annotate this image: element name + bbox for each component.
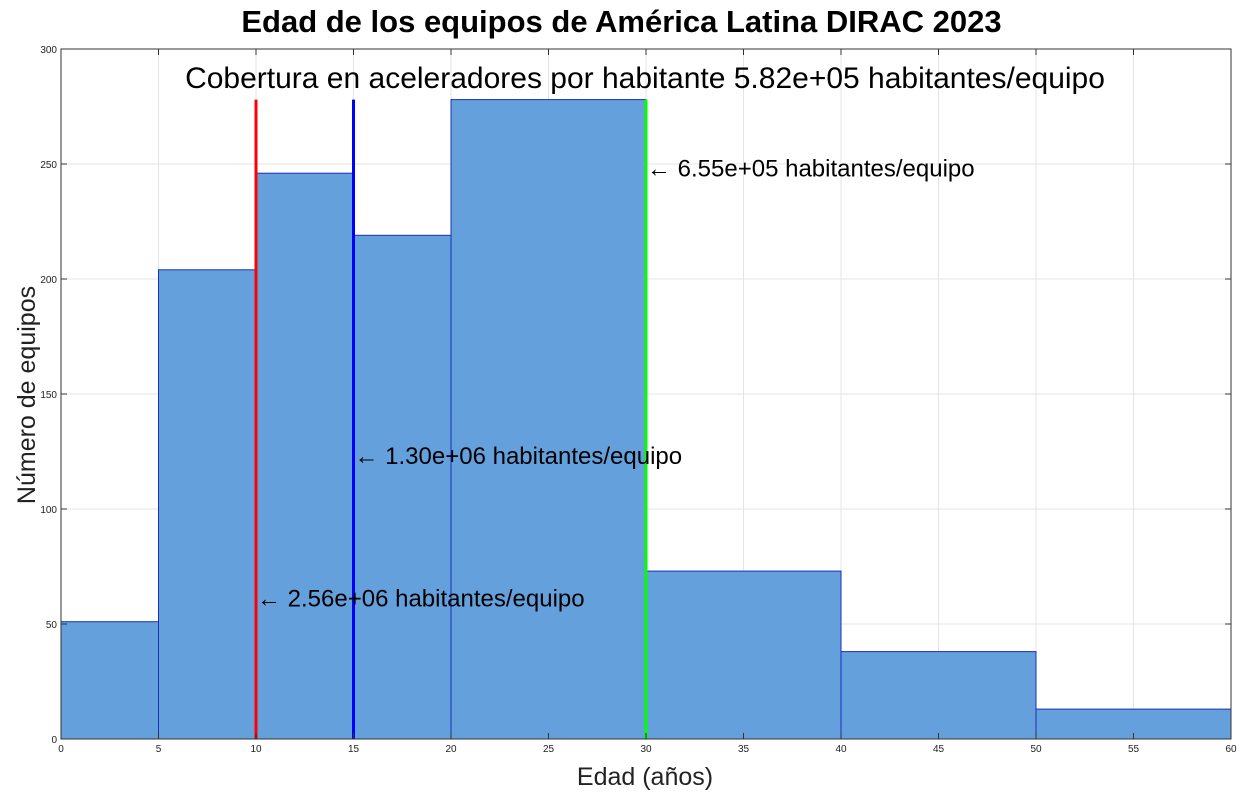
x-tick-label: 25: [543, 744, 555, 755]
annotations: ← 2.56e+06 habitantes/equipo ← 1.30e+06 h…: [257, 156, 975, 613]
annotation-label: ← 2.56e+06 habitantes/equipo: [257, 586, 585, 613]
histogram-bar: [158, 269, 257, 740]
x-tick-label: 40: [835, 744, 847, 755]
histogram-bar: [255, 172, 354, 740]
y-tick-label: 150: [40, 390, 57, 401]
x-tick-label: 35: [738, 744, 750, 755]
histogram-bars: [60, 99, 1232, 740]
x-tick-label: 50: [1030, 744, 1042, 755]
x-tick-label: 10: [250, 744, 262, 755]
x-axis-label: Edad (años): [577, 763, 713, 791]
annotation-label: ← 6.55e+05 habitantes/equipo: [647, 156, 975, 183]
x-tick-label: 60: [1225, 744, 1237, 755]
x-tick-label: 30: [640, 744, 652, 755]
x-tick-label: 20: [445, 744, 457, 755]
histogram-bar: [645, 570, 842, 740]
y-axis-label: Número de equipos: [13, 286, 41, 504]
y-tick-label: 200: [40, 275, 57, 286]
x-tick-label: 0: [58, 744, 64, 755]
histogram-bar: [60, 621, 159, 740]
axis-ticks: 0 5 10 15 20 25 30 35 40 45 50 55 60 0 50 100 150 200 250 3…: [40, 45, 1237, 755]
y-tick-label: 250: [40, 160, 57, 171]
x-tick-label: 15: [348, 744, 360, 755]
y-tick-label: 50: [46, 620, 58, 631]
chart-subtitle: Cobertura en aceleradores por habitante …: [185, 62, 1105, 95]
histogram-bar: [450, 99, 647, 740]
histogram-bar: [353, 234, 452, 740]
reference-lines: [254, 99, 648, 739]
x-tick-label: 5: [156, 744, 162, 755]
y-tick-label: 300: [40, 45, 57, 56]
chart-title: Edad de los equipos de América Latina DI…: [241, 4, 1002, 39]
histogram-bar: [840, 651, 1037, 740]
y-tick-label: 100: [40, 505, 57, 516]
x-tick-label: 55: [1128, 744, 1140, 755]
y-tick-label: 0: [51, 735, 57, 746]
x-tick-label: 45: [933, 744, 945, 755]
annotation-label: ← 1.30e+06 habitantes/equipo: [355, 443, 683, 470]
